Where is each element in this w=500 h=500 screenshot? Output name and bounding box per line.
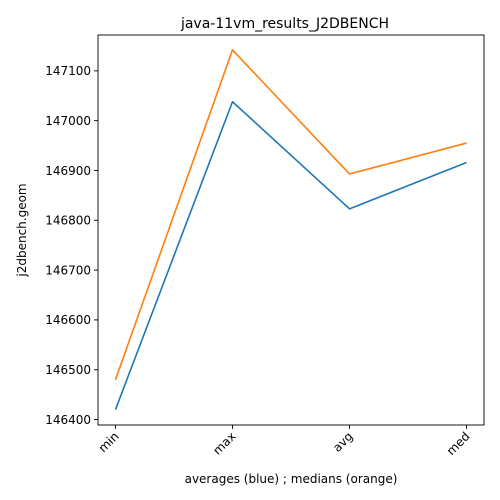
x-tick-label: med <box>444 429 473 458</box>
y-tick-label: 146600 <box>45 313 91 327</box>
x-tick-label: min <box>96 429 122 455</box>
y-tick-label: 146900 <box>45 164 91 178</box>
y-tick-label: 146700 <box>45 263 91 277</box>
y-tick-label: 147000 <box>45 114 91 128</box>
x-tick-label: avg <box>330 429 356 455</box>
plot-area <box>97 34 485 426</box>
series-line-1 <box>114 100 467 410</box>
chart-title: java-11vm_results_J2DBENCH <box>180 16 389 32</box>
y-axis-ticks: 146400 146500 146600 146700 146800 146900 1470… <box>45 64 98 427</box>
series-line-2 <box>114 49 467 380</box>
y-tick-label: 146500 <box>45 363 91 377</box>
x-tick-label: max <box>210 429 238 457</box>
y-tick-label: 146800 <box>45 214 91 228</box>
series-lines <box>114 49 467 410</box>
y-axis-label: j2dbench.geom <box>15 183 29 277</box>
x-axis-label: averages (blue) ; medians (orange) <box>185 472 398 486</box>
plot-frame <box>97 34 485 426</box>
y-tick-label: 147100 <box>45 64 91 78</box>
x-axis-ticks: min max avg med <box>96 425 473 458</box>
y-tick-label: 146400 <box>45 413 91 427</box>
